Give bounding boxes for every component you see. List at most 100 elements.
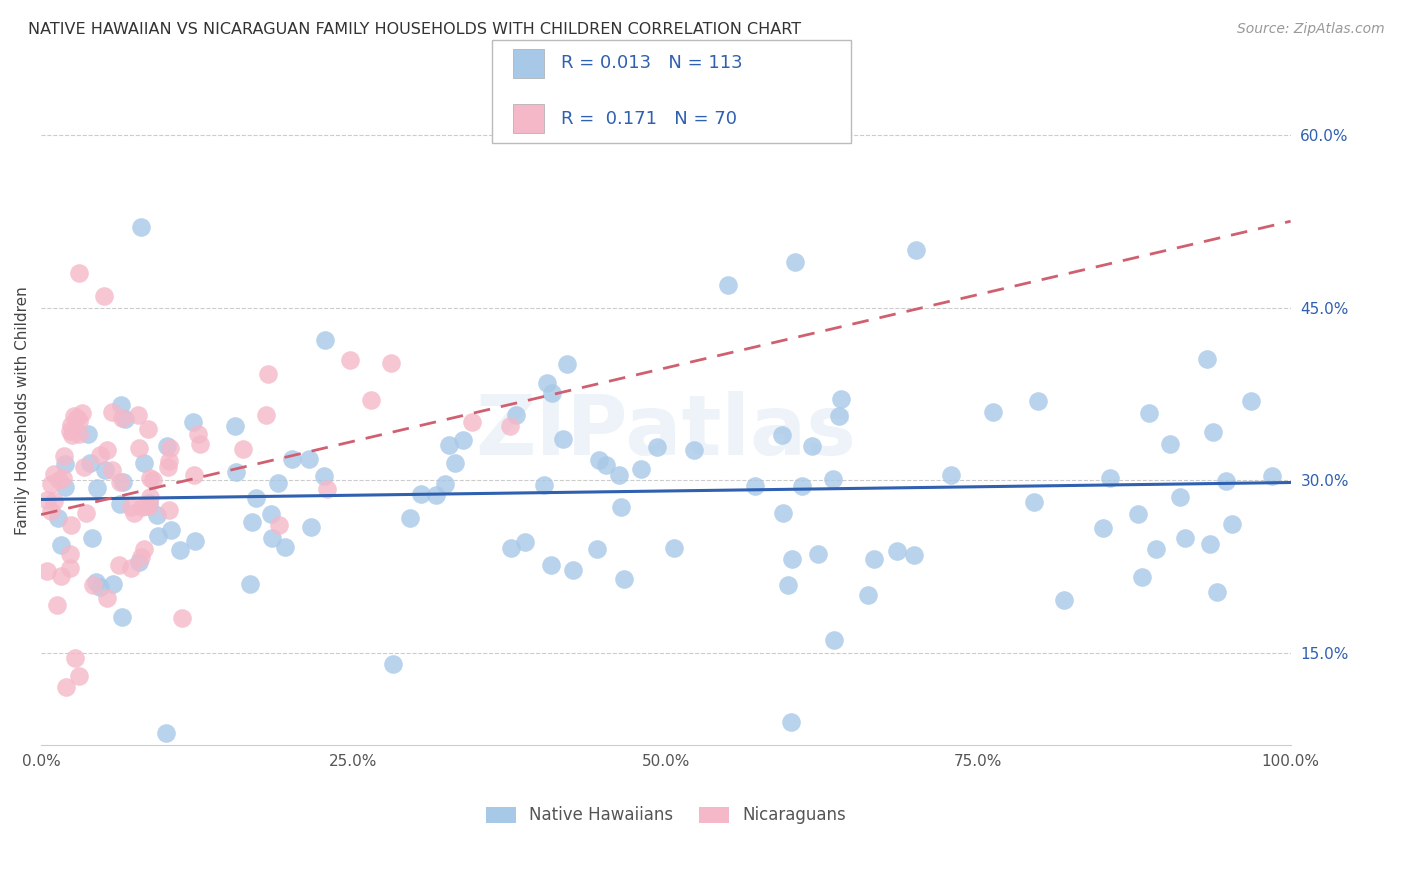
Point: [58, 547, 80, 561]
Point: [904, 243, 927, 257]
Point: [93, 289, 115, 303]
Point: [588, 452, 610, 467]
Point: [55, 457, 77, 471]
Point: [79, 456, 101, 470]
Point: [536, 376, 558, 390]
Point: [782, 552, 804, 566]
Point: [555, 358, 578, 372]
Point: [132, 456, 155, 470]
Point: [595, 458, 617, 472]
Point: [184, 533, 207, 548]
Point: [744, 478, 766, 492]
Point: [59, 517, 82, 532]
Point: [67, 668, 90, 682]
Point: [1144, 541, 1167, 556]
Point: [515, 535, 537, 549]
Point: [461, 415, 484, 429]
Point: [858, 587, 880, 601]
Point: [128, 441, 150, 455]
Point: [156, 439, 179, 453]
Point: [613, 572, 636, 586]
Point: [101, 577, 124, 591]
Point: [67, 427, 90, 442]
Point: [1137, 406, 1160, 420]
Point: [553, 432, 575, 446]
Point: [136, 422, 159, 436]
Point: [157, 454, 180, 468]
Point: [37, 564, 59, 578]
Point: [254, 409, 277, 423]
Point: [770, 428, 793, 442]
Point: [316, 483, 339, 497]
Point: [89, 580, 111, 594]
Legend: Native Hawaiians, Nicaraguans: Native Hawaiians, Nicaraguans: [479, 800, 852, 831]
Point: [45, 599, 67, 613]
Point: [301, 520, 323, 534]
Point: [807, 547, 830, 561]
Point: [1220, 516, 1243, 531]
Point: [135, 499, 157, 513]
Point: [609, 500, 631, 514]
Point: [49, 569, 72, 583]
Text: Source: ZipAtlas.com: Source: ZipAtlas.com: [1237, 22, 1385, 37]
Point: [785, 255, 807, 269]
Point: [76, 427, 98, 442]
Point: [160, 523, 183, 537]
Point: [683, 443, 706, 458]
Point: [134, 542, 156, 557]
Point: [533, 478, 555, 492]
Point: [1206, 585, 1229, 599]
Point: [183, 467, 205, 482]
Point: [101, 404, 124, 418]
Point: [122, 506, 145, 520]
Point: [1022, 495, 1045, 509]
Point: [96, 591, 118, 605]
Point: [48, 474, 70, 488]
Point: [1195, 352, 1218, 367]
Point: [501, 541, 523, 555]
Point: [59, 418, 82, 433]
Point: [772, 506, 794, 520]
Point: [55, 680, 77, 694]
Point: [225, 465, 247, 479]
Point: [717, 277, 740, 292]
Point: [131, 500, 153, 515]
Point: [129, 549, 152, 564]
Point: [46, 511, 69, 525]
Point: [540, 558, 562, 573]
Point: [53, 480, 76, 494]
Point: [443, 456, 465, 470]
Point: [120, 561, 142, 575]
Point: [983, 405, 1005, 419]
Point: [561, 563, 583, 577]
Point: [886, 544, 908, 558]
Point: [1240, 393, 1263, 408]
Point: [662, 541, 685, 555]
Point: [82, 577, 104, 591]
Point: [224, 419, 246, 434]
Point: [111, 410, 134, 425]
Point: [42, 494, 65, 508]
Point: [1026, 394, 1049, 409]
Point: [59, 424, 82, 438]
Point: [790, 478, 813, 492]
Point: [260, 508, 283, 522]
Point: [1092, 521, 1115, 535]
Point: [187, 427, 209, 442]
Point: [60, 427, 83, 442]
Point: [86, 574, 108, 589]
Point: [821, 472, 844, 486]
Point: [146, 528, 169, 542]
Point: [823, 632, 845, 647]
Point: [67, 414, 90, 428]
Point: [42, 467, 65, 482]
Point: [939, 468, 962, 483]
Point: [138, 496, 160, 510]
Point: [129, 219, 152, 234]
Point: [281, 451, 304, 466]
Point: [89, 448, 111, 462]
Point: [903, 549, 925, 563]
Point: [433, 476, 456, 491]
Point: [498, 419, 520, 434]
Point: [181, 415, 204, 429]
